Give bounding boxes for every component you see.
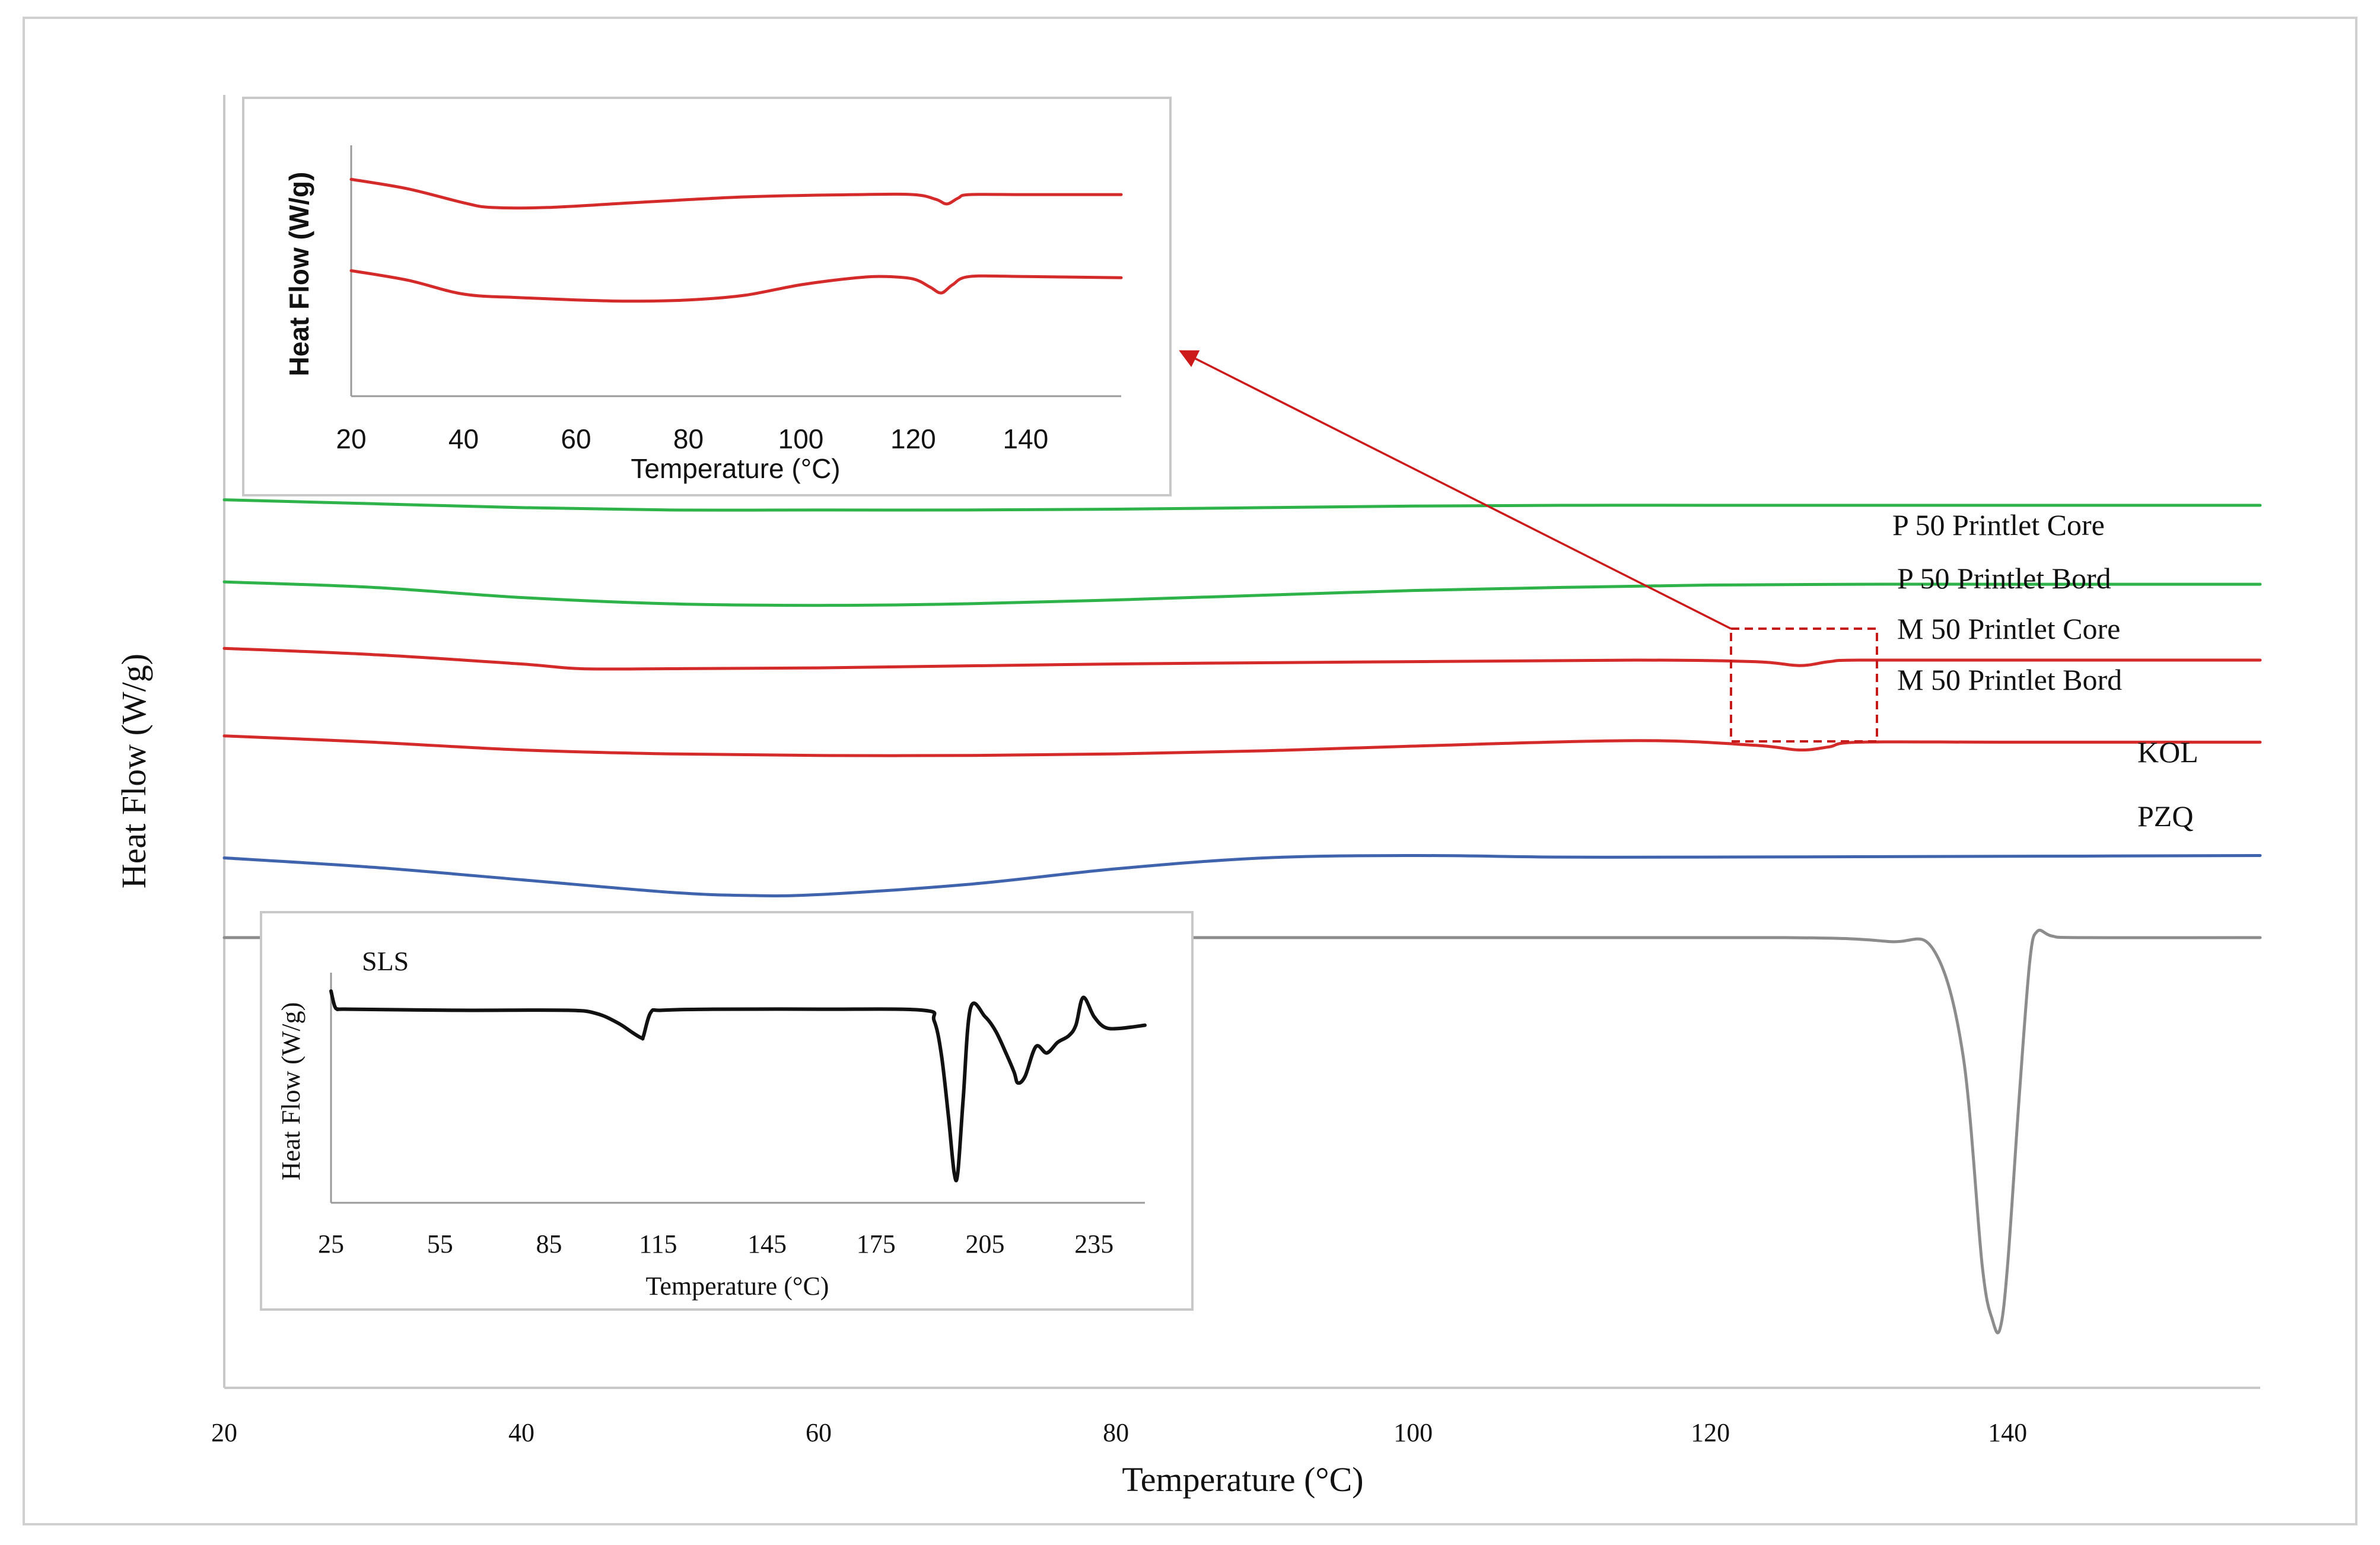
main-series-kol-4: [222, 853, 2262, 897]
inset-top-x-tick-label: 100: [778, 423, 824, 454]
inset-top-y-axis-label: Heat Flow (W/g): [284, 172, 314, 377]
inset-bottom-x-tick-label: 25: [318, 1229, 344, 1259]
inset-top-series-m-50-printlet-core-0: [349, 177, 1123, 210]
inset-top-x-axis-label: Temperature (°C): [631, 453, 840, 484]
inset-top-x-tick-label: 80: [673, 423, 704, 454]
main-x-tick-label: 120: [1691, 1418, 1730, 1447]
main-series-p-50-printlet-bord-1: [222, 580, 2262, 607]
inset-top-x-tick-label: 60: [561, 423, 591, 454]
label-kol: KOL: [2137, 735, 2198, 769]
main-series-m-50-printlet-core-2: [222, 646, 2262, 671]
main-x-axis-label: Temperature (°C): [1122, 1460, 1363, 1499]
main-x-tick-label: 80: [1103, 1418, 1129, 1447]
main-chart: 20 40 60 80 100 120 140 Temperature (°C) Heat …: [114, 95, 2262, 1499]
inset-top-chart: 20 40 60 80 100 120 140 Temperature (°C) Heat …: [242, 97, 1172, 496]
label-m50-bord: M 50 Printlet Bord: [1897, 663, 2122, 696]
inset-top-x-tick-label: 40: [448, 423, 479, 454]
main-series-p-50-printlet-core-0: [222, 498, 2262, 512]
inset-bottom-x-axis-label: Temperature (°C): [646, 1272, 829, 1301]
main-x-tick-label: 20: [211, 1418, 237, 1447]
inset-bottom-x-tick-label: 235: [1074, 1229, 1113, 1259]
inset-bottom-x-tick-label: 205: [966, 1229, 1005, 1259]
main-series-m-50-printlet-bord-3: [222, 734, 2262, 757]
inset-bottom-x-tick-label: 115: [639, 1229, 677, 1259]
inset-bottom-series-sls-0: [329, 989, 1147, 1183]
label-p50-bord: P 50 Printlet Bord: [1897, 562, 2111, 595]
inset-bottom-x-tick-label: 55: [427, 1229, 453, 1259]
inset-top-x-tick-label: 140: [1003, 423, 1049, 454]
inset-bottom-x-tick-label: 85: [536, 1229, 562, 1259]
inset-bottom-x-tick-label: 145: [747, 1229, 787, 1259]
zoom-region-box: [1730, 627, 1878, 743]
label-pzq: PZQ: [2137, 799, 2193, 833]
inset-bottom-title: SLS: [362, 946, 409, 976]
inset-top-series-m-50-printlet-bord-1: [349, 269, 1123, 303]
inset-bottom-x-tick-label: 175: [857, 1229, 896, 1259]
main-x-tick-label: 100: [1393, 1418, 1433, 1447]
inset-bottom-chart: 25 55 85 115 145 175 205 235 SLS Temperature (°…: [260, 911, 1194, 1311]
main-y-axis-label: Heat Flow (W/g): [114, 654, 153, 888]
inset-top-x-tick-label: 120: [890, 423, 936, 454]
label-m50-core: M 50 Printlet Core: [1897, 612, 2120, 645]
main-x-tick-label: 40: [508, 1418, 534, 1447]
inset-bottom-y-axis-label: Heat Flow (W/g): [276, 1002, 306, 1181]
inset-top-x-tick-label: 20: [336, 423, 366, 454]
inset-top-frame: [242, 97, 1172, 496]
main-x-tick-label: 140: [1988, 1418, 2027, 1447]
zoom-arrow: [1179, 350, 1732, 630]
label-p50-core: P 50 Printlet Core: [1892, 508, 2105, 541]
inset-bottom-frame: [260, 911, 1194, 1311]
main-x-tick-label: 60: [806, 1418, 832, 1447]
